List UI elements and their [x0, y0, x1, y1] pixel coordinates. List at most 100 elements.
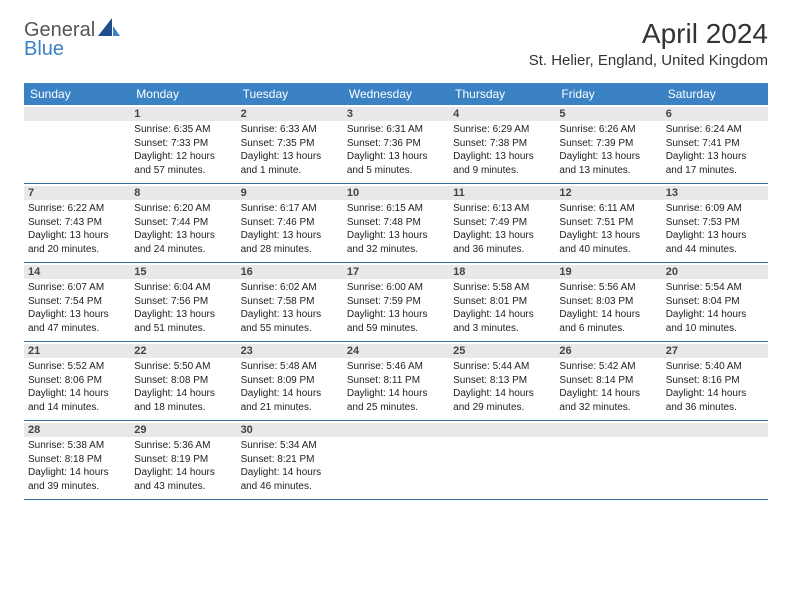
day-sun-info: Sunrise: 6:26 AMSunset: 7:39 PMDaylight:… [559, 123, 657, 177]
day-number: 13 [662, 186, 768, 200]
day-number: 1 [130, 107, 236, 121]
day-number [662, 423, 768, 437]
day-number: 27 [662, 344, 768, 358]
calendar-day-cell: 3 Sunrise: 6:31 AMSunset: 7:36 PMDaylight… [343, 105, 449, 183]
calendar-day-cell: 14 Sunrise: 6:07 AMSunset: 7:54 PMDayligh… [24, 263, 130, 341]
calendar-day-cell: 21 Sunrise: 5:52 AMSunset: 8:06 PMDayligh… [24, 342, 130, 420]
calendar-day-cell: 24Sunrise: 5:46 AMSunset: 8:11 PMDayligh… [343, 342, 449, 420]
calendar-day-cell: 1 Sunrise: 6:35 AMSunset: 7:33 PMDaylight… [130, 105, 236, 183]
day-sun-info: Sunrise: 6:17 AMSunset: 7:46 PMDaylight:… [241, 202, 339, 256]
day-sun-info: Sunrise: 5:58 AMSunset: 8:01 PMDaylight:… [453, 281, 551, 335]
day-sun-info: Sunrise: 6:15 AMSunset: 7:48 PMDaylight:… [347, 202, 445, 256]
day-sun-info: Sunrise: 6:31 AMSunset: 7:36 PMDaylight:… [347, 123, 445, 177]
day-number: 14 [24, 265, 130, 279]
day-number: 21 [24, 344, 130, 358]
day-sun-info: Sunrise: 6:09 AMSunset: 7:53 PMDaylight:… [666, 202, 764, 256]
calendar-day-cell: 26Sunrise: 5:42 AMSunset: 8:14 PMDayligh… [555, 342, 661, 420]
calendar-day-cell: 23 Sunrise: 5:48 AMSunset: 8:09 PMDayligh… [237, 342, 343, 420]
calendar-day-cell: 29 Sunrise: 5:36 AMSunset: 8:19 PMDayligh… [130, 421, 236, 499]
calendar-day-cell: 18 Sunrise: 5:58 AMSunset: 8:01 PMDayligh… [449, 263, 555, 341]
day-number [449, 423, 555, 437]
day-number: 20 [662, 265, 768, 279]
calendar-day-cell: 17Sunrise: 6:00 AMSunset: 7:59 PMDayligh… [343, 263, 449, 341]
day-sun-info: Sunrise: 5:44 AMSunset: 8:13 PMDaylight:… [453, 360, 551, 414]
day-sun-info: Sunrise: 6:07 AMSunset: 7:54 PMDaylight:… [28, 281, 126, 335]
day-number: 8 [130, 186, 236, 200]
title-block: April 2024 St. Helier, England, United K… [529, 18, 768, 69]
calendar-empty-cell [24, 105, 130, 183]
day-number: 2 [237, 107, 343, 121]
day-number: 4 [449, 107, 555, 121]
day-sun-info: Sunrise: 5:52 AMSunset: 8:06 PMDaylight:… [28, 360, 126, 414]
calendar-day-cell: 6 Sunrise: 6:24 AMSunset: 7:41 PMDaylight… [662, 105, 768, 183]
calendar-day-cell: 30 Sunrise: 5:34 AMSunset: 8:21 PMDayligh… [237, 421, 343, 499]
day-number: 23 [237, 344, 343, 358]
brand-text-2: Blue [24, 38, 64, 60]
day-number: 22 [130, 344, 236, 358]
calendar-day-cell: 12 Sunrise: 6:11 AMSunset: 7:51 PMDayligh… [555, 184, 661, 262]
day-sun-info: Sunrise: 6:22 AMSunset: 7:43 PMDaylight:… [28, 202, 126, 256]
calendar-empty-cell [555, 421, 661, 499]
calendar-day-cell: 13 Sunrise: 6:09 AMSunset: 7:53 PMDayligh… [662, 184, 768, 262]
calendar-day-cell: 27 Sunrise: 5:40 AMSunset: 8:16 PMDayligh… [662, 342, 768, 420]
calendar-week-row: 1 Sunrise: 6:35 AMSunset: 7:33 PMDaylight… [24, 105, 768, 184]
day-sun-info: Sunrise: 6:11 AMSunset: 7:51 PMDaylight:… [559, 202, 657, 256]
day-number: 28 [24, 423, 130, 437]
calendar-day-cell: 20 Sunrise: 5:54 AMSunset: 8:04 PMDayligh… [662, 263, 768, 341]
day-sun-info: Sunrise: 5:36 AMSunset: 8:19 PMDaylight:… [134, 439, 232, 493]
day-number: 12 [555, 186, 661, 200]
calendar-week-row: 14 Sunrise: 6:07 AMSunset: 7:54 PMDayligh… [24, 263, 768, 342]
weekday-header: Wednesday [343, 83, 449, 105]
calendar-day-cell: 7 Sunrise: 6:22 AMSunset: 7:43 PMDaylight… [24, 184, 130, 262]
day-sun-info: Sunrise: 6:02 AMSunset: 7:58 PMDaylight:… [241, 281, 339, 335]
day-sun-info: Sunrise: 6:24 AMSunset: 7:41 PMDaylight:… [666, 123, 764, 177]
weekday-header: Saturday [662, 83, 768, 105]
day-number: 5 [555, 107, 661, 121]
weekday-header-row: SundayMondayTuesdayWednesdayThursdayFrid… [24, 83, 768, 105]
calendar-empty-cell [343, 421, 449, 499]
calendar-day-cell: 8Sunrise: 6:20 AMSunset: 7:44 PMDaylight… [130, 184, 236, 262]
calendar-day-cell: 11 Sunrise: 6:13 AMSunset: 7:49 PMDayligh… [449, 184, 555, 262]
calendar-empty-cell [449, 421, 555, 499]
day-number [24, 107, 130, 121]
day-number [555, 423, 661, 437]
calendar-week-row: 28 Sunrise: 5:38 AMSunset: 8:18 PMDayligh… [24, 421, 768, 500]
calendar-day-cell: 25 Sunrise: 5:44 AMSunset: 8:13 PMDayligh… [449, 342, 555, 420]
page-header: General April 2024 St. Helier, England, … [0, 0, 792, 75]
day-number: 6 [662, 107, 768, 121]
day-sun-info: Sunrise: 5:54 AMSunset: 8:04 PMDaylight:… [666, 281, 764, 335]
day-sun-info: Sunrise: 5:50 AMSunset: 8:08 PMDaylight:… [134, 360, 232, 414]
day-number: 16 [237, 265, 343, 279]
day-sun-info: Sunrise: 6:35 AMSunset: 7:33 PMDaylight:… [134, 123, 232, 177]
day-sun-info: Sunrise: 6:13 AMSunset: 7:49 PMDaylight:… [453, 202, 551, 256]
day-number: 29 [130, 423, 236, 437]
calendar-day-cell: 22 Sunrise: 5:50 AMSunset: 8:08 PMDayligh… [130, 342, 236, 420]
calendar-grid: SundayMondayTuesdayWednesdayThursdayFrid… [24, 83, 768, 500]
day-number: 10 [343, 186, 449, 200]
day-sun-info: Sunrise: 5:38 AMSunset: 8:18 PMDaylight:… [28, 439, 126, 493]
calendar-day-cell: 10 Sunrise: 6:15 AMSunset: 7:48 PMDayligh… [343, 184, 449, 262]
location-subtitle: St. Helier, England, United Kingdom [529, 52, 768, 69]
day-sun-info: Sunrise: 5:40 AMSunset: 8:16 PMDaylight:… [666, 360, 764, 414]
calendar-day-cell: 9Sunrise: 6:17 AMSunset: 7:46 PMDaylight… [237, 184, 343, 262]
day-sun-info: Sunrise: 5:48 AMSunset: 8:09 PMDaylight:… [241, 360, 339, 414]
day-number: 18 [449, 265, 555, 279]
day-sun-info: Sunrise: 6:29 AMSunset: 7:38 PMDaylight:… [453, 123, 551, 177]
day-number: 25 [449, 344, 555, 358]
day-sun-info: Sunrise: 5:34 AMSunset: 8:21 PMDaylight:… [241, 439, 339, 493]
day-number: 3 [343, 107, 449, 121]
day-number: 7 [24, 186, 130, 200]
day-sun-info: Sunrise: 5:46 AMSunset: 8:11 PMDaylight:… [347, 360, 445, 414]
day-sun-info: Sunrise: 6:04 AMSunset: 7:56 PMDaylight:… [134, 281, 232, 335]
calendar-day-cell: 4 Sunrise: 6:29 AMSunset: 7:38 PMDaylight… [449, 105, 555, 183]
calendar-day-cell: 5 Sunrise: 6:26 AMSunset: 7:39 PMDaylight… [555, 105, 661, 183]
day-sun-info: Sunrise: 6:33 AMSunset: 7:35 PMDaylight:… [241, 123, 339, 177]
day-number: 11 [449, 186, 555, 200]
weekday-header: Friday [555, 83, 661, 105]
calendar-week-row: 21 Sunrise: 5:52 AMSunset: 8:06 PMDayligh… [24, 342, 768, 421]
month-title: April 2024 [529, 18, 768, 50]
weekday-header: Thursday [449, 83, 555, 105]
calendar-day-cell: 15 Sunrise: 6:04 AMSunset: 7:56 PMDayligh… [130, 263, 236, 341]
day-number: 30 [237, 423, 343, 437]
day-number: 15 [130, 265, 236, 279]
